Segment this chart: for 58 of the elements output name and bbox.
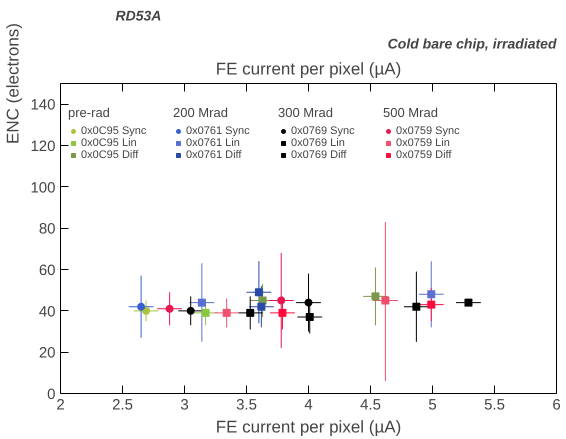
point xyxy=(304,298,312,307)
point xyxy=(412,302,420,311)
point xyxy=(166,304,174,313)
legend-label: 0x0761 Lin xyxy=(186,137,240,149)
point xyxy=(427,290,436,298)
legend-label: 0x0759 Diff xyxy=(396,149,452,161)
point xyxy=(186,306,195,315)
y-tick-label: 140 xyxy=(30,96,56,114)
x-tick-label: 2.5 xyxy=(112,396,133,414)
point xyxy=(202,308,210,317)
x-axis-title: FE current per pixel (µA) xyxy=(216,418,402,436)
x-tick-label: 4 xyxy=(304,396,313,414)
point xyxy=(306,313,314,322)
x-tick-label: 5.5 xyxy=(484,396,505,414)
x-tick-label: 4.5 xyxy=(360,396,381,414)
x2-axis-title: FE current per pixel (µA) xyxy=(216,60,402,78)
legend-label: 0x0769 Diff xyxy=(291,149,346,161)
point xyxy=(142,306,150,315)
legend-label: 0x0769 Lin xyxy=(291,137,345,149)
annotation: pre-rad xyxy=(68,105,111,120)
x-tick-label: 2 xyxy=(56,396,65,414)
point xyxy=(427,300,436,309)
legend-label: 0x0759 Sync xyxy=(396,125,460,137)
legend-label: 0x0761 Diff xyxy=(186,149,242,161)
chart-subtitle: Cold bare chip, irradiated xyxy=(388,36,557,52)
x-tick-label: 5 xyxy=(428,396,437,414)
x-tick-label: 6 xyxy=(552,396,561,414)
point xyxy=(381,296,390,304)
y-tick-label: 60 xyxy=(38,262,56,279)
point xyxy=(277,296,286,304)
legend-label: 0x0C95 Lin xyxy=(81,137,137,149)
point xyxy=(257,302,266,311)
legend-label: 0x0759 Lin xyxy=(396,137,450,149)
legend-label: 0x0C95 Diff xyxy=(81,149,138,161)
y-tick-label: 120 xyxy=(30,138,56,155)
x-tick-label: 3.5 xyxy=(236,396,257,414)
point xyxy=(246,308,254,317)
point xyxy=(222,308,231,317)
annotation: 200 Mrad xyxy=(173,105,229,120)
y-tick-label: 80 xyxy=(38,220,56,238)
annotation: 500 Mrad xyxy=(383,105,439,120)
point xyxy=(371,292,380,300)
y-tick-label: 20 xyxy=(38,344,56,362)
point xyxy=(254,288,263,296)
point xyxy=(464,298,472,307)
legend-label: 0x0769 Sync xyxy=(291,125,355,137)
point xyxy=(278,308,286,317)
y-tick-label: 100 xyxy=(30,179,56,196)
x-tick-label: 3 xyxy=(180,396,189,414)
y-tick-label: 40 xyxy=(38,303,56,320)
chart-title: RD53A xyxy=(116,8,162,24)
y-axis-title: ENC (electrons) xyxy=(3,23,22,144)
legend-label: 0x0C95 Sync xyxy=(81,125,146,137)
legend-label: 0x0761 Sync xyxy=(186,125,250,137)
y-tick-label: 0 xyxy=(47,386,56,403)
point xyxy=(137,302,146,311)
annotation: 300 Mrad xyxy=(278,105,334,120)
point xyxy=(198,298,206,307)
